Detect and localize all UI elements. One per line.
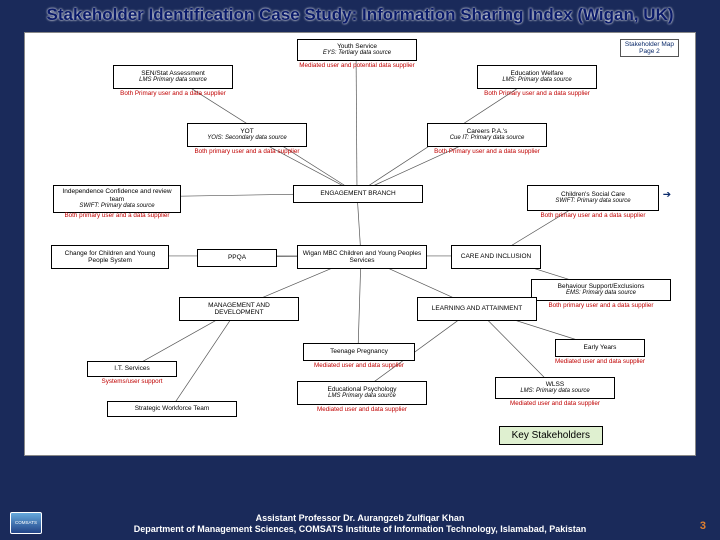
node-caption: Both primary user and a data supplier bbox=[533, 213, 653, 220]
stakeholder-node: Independence Confidence and review teamS… bbox=[53, 185, 181, 213]
stakeholder-node: Behaviour Support/ExclusionsEMS: Primary… bbox=[531, 279, 671, 301]
node-caption: Systems/user support bbox=[72, 379, 192, 386]
node-subtitle: SWIFT: Primary data source bbox=[79, 203, 154, 210]
node-title: Careers P.A.'s bbox=[467, 128, 508, 135]
stakeholder-node: PPQA bbox=[197, 249, 277, 267]
key-stakeholders-box: Key Stakeholders bbox=[499, 426, 603, 445]
node-title: MANAGEMENT AND DEVELOPMENT bbox=[183, 302, 295, 317]
node-title: YOT bbox=[240, 128, 253, 135]
stakeholder-node: Educational PsychologyLMS Primary data s… bbox=[297, 381, 427, 405]
stakeholder-node: Education WelfareLMS: Primary data sourc… bbox=[477, 65, 597, 89]
node-subtitle: LMS Primary data source bbox=[328, 393, 396, 400]
node-caption: Mediated user and data supplier bbox=[540, 359, 660, 366]
node-caption: Both primary user and a data supplier bbox=[187, 149, 307, 156]
node-title: Youth Service bbox=[337, 43, 377, 50]
stakeholder-node: WLSSLMS: Primary data source bbox=[495, 377, 615, 399]
node-subtitle: LMS: Primary data source bbox=[502, 77, 571, 84]
stakeholder-node: Children's Social CareSWIFT: Primary dat… bbox=[527, 185, 659, 211]
node-caption: Mediated user and data supplier bbox=[302, 407, 422, 414]
node-subtitle: LMS: Primary data source bbox=[520, 388, 589, 395]
stakeholder-node: Wigan MBC Children and Young Peoples Ser… bbox=[297, 245, 427, 269]
stakeholder-node: CARE AND INCLUSION bbox=[451, 245, 541, 269]
node-title: SEN/Stat Assessment bbox=[141, 70, 205, 77]
stakeholder-node: Change for Children and Young People Sys… bbox=[51, 245, 169, 269]
node-caption: Mediated user and data supplier bbox=[495, 401, 615, 408]
node-caption: Both Primary user and a data supplier bbox=[427, 149, 547, 156]
stakeholder-node: Youth ServiceEYS: Tertiary data source bbox=[297, 39, 417, 61]
node-title: Educational Psychology bbox=[327, 386, 396, 393]
mapref-l1: Stakeholder Map bbox=[625, 41, 674, 48]
node-title: LEARNING AND ATTAINMENT bbox=[432, 305, 522, 312]
arrow-icon: ➔ bbox=[663, 190, 671, 201]
stakeholder-node: ENGAGEMENT BRANCH bbox=[293, 185, 423, 203]
stakeholder-node: SEN/Stat AssessmentLMS Primary data sour… bbox=[113, 65, 233, 89]
stakeholder-node: I.T. Services bbox=[87, 361, 177, 377]
node-caption: Mediated user and data supplier bbox=[299, 363, 419, 370]
node-subtitle: EYS: Tertiary data source bbox=[323, 50, 391, 57]
stakeholder-node: Early Years bbox=[555, 339, 645, 357]
stakeholder-diagram: Youth ServiceEYS: Tertiary data source Me… bbox=[24, 32, 696, 456]
node-caption: Both primary user and a data supplier bbox=[541, 303, 661, 310]
node-title: PPQA bbox=[228, 254, 246, 261]
node-title: ENGAGEMENT BRANCH bbox=[320, 190, 395, 197]
footer-line-1: Assistant Professor Dr. Aurangzeb Zulfiq… bbox=[40, 513, 680, 525]
stakeholder-node: LEARNING AND ATTAINMENT bbox=[417, 297, 537, 321]
node-subtitle: LMS Primary data source bbox=[139, 77, 207, 84]
stakeholder-node: Strategic Workforce Team bbox=[107, 401, 237, 417]
node-subtitle: YOIS: Secondary data source bbox=[207, 135, 286, 142]
node-title: Change for Children and Young People Sys… bbox=[55, 250, 165, 265]
node-title: Education Welfare bbox=[511, 70, 564, 77]
node-caption: Both Primary user and a data supplier bbox=[477, 91, 597, 98]
node-title: Teenage Pregnancy bbox=[330, 348, 388, 355]
node-subtitle: Cue IT: Primary data source bbox=[450, 135, 525, 142]
title-area: Stakeholder Identification Case Study: I… bbox=[0, 0, 720, 28]
node-title: CARE AND INCLUSION bbox=[461, 253, 531, 260]
node-title: Children's Social Care bbox=[561, 191, 625, 198]
stakeholder-node: Teenage Pregnancy bbox=[303, 343, 415, 361]
node-title: Behaviour Support/Exclusions bbox=[558, 283, 645, 290]
footer: Assistant Professor Dr. Aurangzeb Zulfiq… bbox=[0, 513, 720, 536]
node-title: Strategic Workforce Team bbox=[135, 405, 210, 412]
slide-title: Stakeholder Identification Case Study: I… bbox=[20, 4, 700, 26]
node-caption: Both primary user and a data supplier bbox=[57, 213, 177, 220]
node-subtitle: SWIFT: Primary data source bbox=[555, 198, 630, 205]
stakeholder-node: MANAGEMENT AND DEVELOPMENT bbox=[179, 297, 299, 321]
stakeholder-node: Careers P.A.'sCue IT: Primary data sourc… bbox=[427, 123, 547, 147]
stakeholder-map-ref: Stakeholder MapPage 2 bbox=[620, 39, 679, 57]
node-caption: Mediated user and potential data supplie… bbox=[297, 63, 417, 70]
comsats-logo: COMSATS bbox=[10, 512, 42, 534]
page-number: 3 bbox=[700, 520, 706, 532]
node-title: WLSS bbox=[546, 381, 564, 388]
node-subtitle: EMS: Primary data source bbox=[566, 290, 636, 297]
node-title: Independence Confidence and review team bbox=[57, 188, 177, 203]
node-title: I.T. Services bbox=[114, 365, 149, 372]
node-title: Wigan MBC Children and Young Peoples Ser… bbox=[301, 250, 423, 265]
footer-line-2: Department of Management Sciences, COMSA… bbox=[40, 524, 680, 536]
stakeholder-node: YOTYOIS: Secondary data source bbox=[187, 123, 307, 147]
node-caption: Both Primary user and a data supplier bbox=[113, 91, 233, 98]
mapref-l2: Page 2 bbox=[625, 48, 674, 55]
node-title: Early Years bbox=[584, 344, 617, 351]
